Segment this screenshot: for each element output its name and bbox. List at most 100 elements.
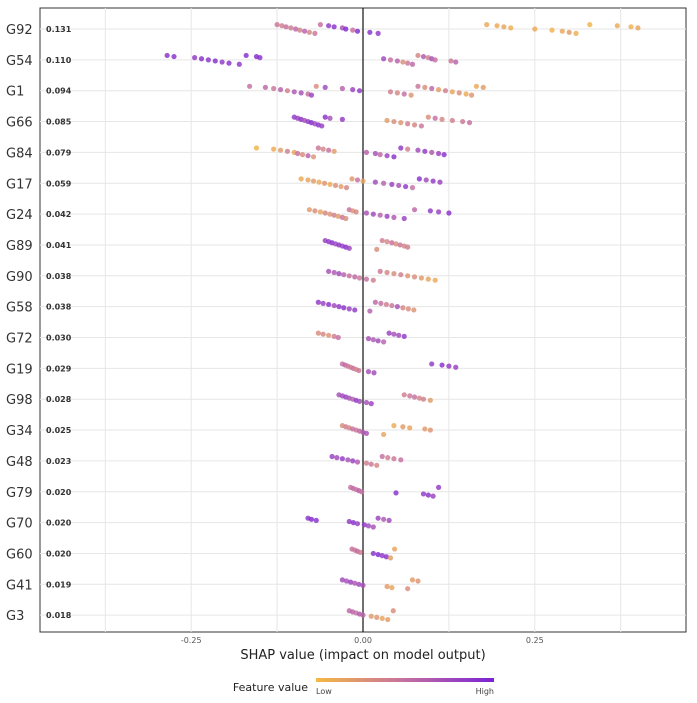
mean-abs-shap-g34: 0.025 <box>46 426 72 435</box>
x-axis-title: SHAP value (impact on model output) <box>240 648 485 663</box>
shap-point <box>379 453 385 460</box>
shap-point <box>389 585 395 591</box>
shap-point <box>336 271 342 277</box>
shap-point <box>312 208 318 214</box>
shap-point <box>429 85 435 92</box>
shap-point <box>236 61 242 67</box>
shap-point <box>480 84 486 90</box>
shap-point <box>353 209 359 215</box>
shap-point <box>391 456 397 462</box>
shap-point <box>317 22 323 28</box>
feature-label-g34: G34 <box>6 424 33 439</box>
shap-point <box>403 183 409 190</box>
legend: Feature value Low High <box>233 678 494 696</box>
shap-point <box>322 84 328 90</box>
shap-point <box>391 214 397 220</box>
shap-point <box>277 87 284 93</box>
shap-point <box>418 275 425 281</box>
shap-point <box>360 582 366 589</box>
shap-point <box>352 580 358 586</box>
shap-point <box>401 392 407 398</box>
shap-point <box>365 336 372 342</box>
shap-point <box>416 176 422 182</box>
feature-label-g1: G1 <box>6 85 24 100</box>
shap-point <box>425 114 431 120</box>
shap-point <box>400 424 406 430</box>
feature-label-g66: G66 <box>6 116 33 131</box>
shap-point <box>379 237 385 244</box>
shap-point <box>416 395 422 401</box>
shap-point <box>284 148 291 154</box>
shap-point <box>297 27 303 33</box>
shap-point <box>310 154 317 160</box>
shap-point <box>430 493 436 499</box>
shap-point <box>387 555 394 561</box>
shap-point <box>484 22 490 28</box>
shap-point <box>573 30 579 36</box>
shap-point <box>284 88 291 94</box>
shap-point <box>331 24 337 30</box>
mean-abs-shap-g60: 0.020 <box>46 549 72 558</box>
shap-point <box>375 515 381 521</box>
shap-point <box>635 25 641 31</box>
feature-label-g58: G58 <box>6 301 33 316</box>
shap-point <box>559 28 565 34</box>
feature-labels: G92 G54 G1 G66 G84 G17 G24 G89 G90 G58 G72 G19 G98 G3… <box>6 23 33 624</box>
shap-point <box>371 370 377 376</box>
feature-label-g84: G84 <box>6 146 33 161</box>
shap-point <box>356 275 363 281</box>
shap-point <box>363 399 370 406</box>
shap-point <box>384 117 390 124</box>
shap-point <box>329 453 335 460</box>
shap-point <box>346 518 352 525</box>
shap-point <box>427 397 433 403</box>
shap-point <box>405 121 411 127</box>
shap-point <box>391 331 397 337</box>
shap-point <box>363 460 370 466</box>
shap-point <box>367 308 373 314</box>
shap-point <box>363 210 370 216</box>
shap-point <box>463 91 469 97</box>
shap-point <box>449 89 455 95</box>
shap-point <box>420 491 427 497</box>
shap-point <box>391 118 397 125</box>
shap-point <box>331 269 337 276</box>
shap-point <box>508 25 514 31</box>
shap-point <box>356 581 362 587</box>
shap-point <box>350 87 356 93</box>
shap-point <box>327 211 333 217</box>
shap-point <box>387 57 394 63</box>
shap-point <box>359 489 365 495</box>
shap-point <box>398 457 404 463</box>
shap-point <box>339 577 345 583</box>
shap-point <box>298 90 304 96</box>
shap-point <box>435 87 442 93</box>
mean-abs-shap-g79: 0.020 <box>46 488 72 497</box>
shap-point <box>360 612 366 618</box>
shap-point <box>226 60 232 66</box>
shap-point <box>425 492 431 498</box>
feature-label-g3: G3 <box>6 609 24 624</box>
shap-point <box>420 396 427 402</box>
legend-title: Feature value <box>233 681 308 694</box>
shap-point <box>423 177 429 183</box>
shap-point <box>427 427 433 433</box>
mean-abs-shap-g19: 0.029 <box>46 364 72 373</box>
shap-point <box>628 24 634 30</box>
mean-abs-shap-g48: 0.023 <box>46 457 71 466</box>
shap-point <box>430 178 436 184</box>
mean-abs-shap-g92: 0.131 <box>46 25 72 34</box>
shap-point <box>320 331 326 337</box>
shap-point <box>295 150 301 157</box>
shap-point <box>425 276 431 282</box>
shap-point <box>305 153 311 159</box>
x-axis-ticks: -0.25 0.00 0.25 <box>181 636 544 645</box>
shap-point <box>367 29 373 35</box>
shap-point <box>587 22 593 28</box>
shap-point <box>298 176 304 182</box>
shap-point <box>391 271 397 277</box>
shap-point <box>322 210 328 216</box>
shap-point <box>301 28 308 34</box>
shap-point <box>377 212 383 218</box>
shap-point <box>335 213 341 219</box>
